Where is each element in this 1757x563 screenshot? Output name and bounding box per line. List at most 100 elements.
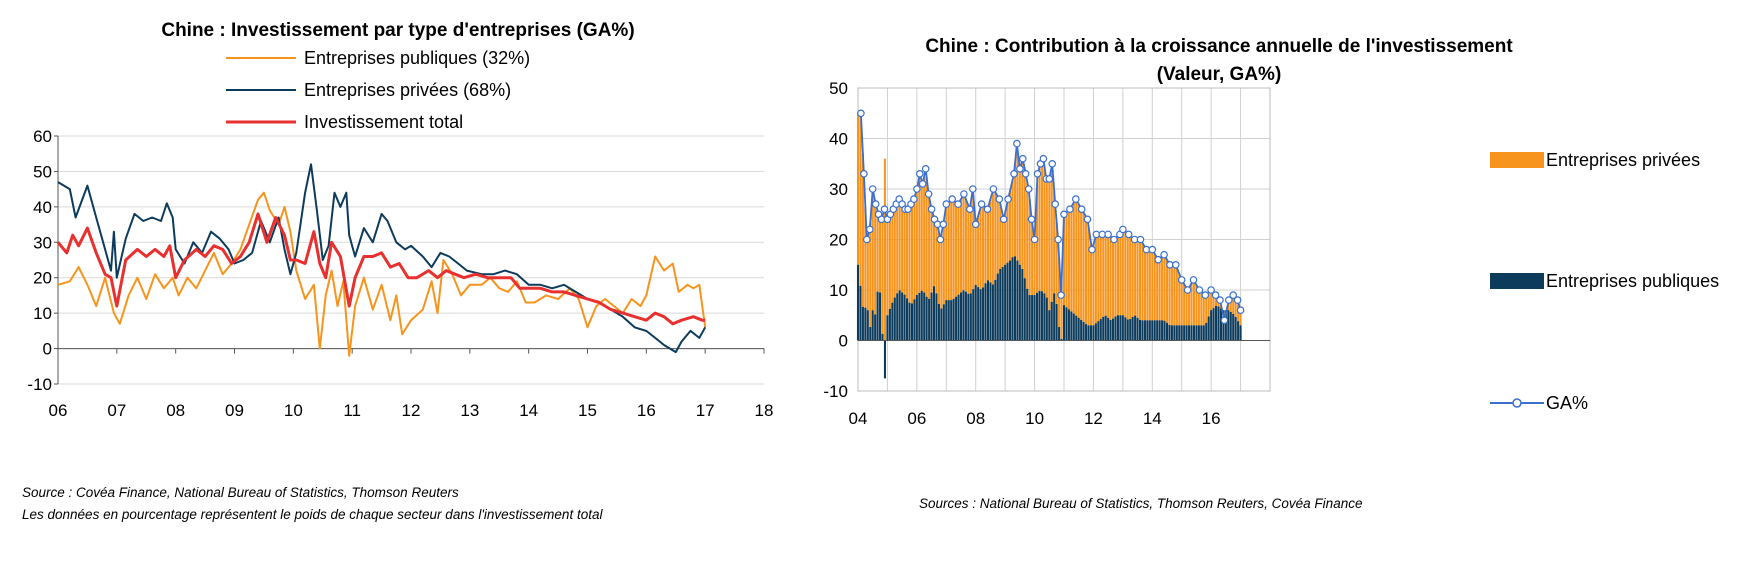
bar-publiques xyxy=(1033,295,1036,341)
bar-publiques xyxy=(1188,325,1191,341)
legend-label-ga: GA% xyxy=(1546,393,1588,413)
ga-point xyxy=(954,200,962,208)
bar-publiques xyxy=(1094,323,1097,341)
bar-privees xyxy=(994,192,997,280)
bar-publiques xyxy=(977,287,980,341)
bar-publiques xyxy=(1124,317,1127,341)
bar-publiques xyxy=(952,298,955,341)
bar-privees xyxy=(1067,210,1070,310)
left-x-tick-label: 16 xyxy=(637,401,656,420)
ga-point xyxy=(1060,210,1068,219)
bar-privees xyxy=(918,176,921,293)
bar-privees xyxy=(979,207,982,290)
ga-point xyxy=(977,200,986,208)
bar-privees xyxy=(1156,258,1159,321)
right-y-tick-label: 40 xyxy=(829,130,848,149)
bar-privees xyxy=(1136,239,1139,318)
bar-publiques xyxy=(962,290,965,341)
ga-point xyxy=(968,185,977,193)
ga-point xyxy=(1051,200,1060,208)
ga-point xyxy=(880,205,889,214)
bar-privees xyxy=(871,189,874,311)
right-y-tick-label: -10 xyxy=(823,382,848,401)
ga-point xyxy=(1104,230,1112,239)
bar-privees xyxy=(1215,295,1218,306)
bar-privees xyxy=(989,199,992,283)
bar-publiques xyxy=(1065,307,1068,341)
left-x-tick-label: 10 xyxy=(284,401,303,420)
bar-privees xyxy=(1060,281,1063,339)
bar-privees xyxy=(1188,287,1191,326)
bar-publiques xyxy=(1004,264,1007,341)
bar-privees xyxy=(1009,190,1012,261)
bar-privees xyxy=(969,202,972,294)
bar-privees xyxy=(999,203,1002,269)
ga-point xyxy=(1016,165,1024,173)
bar-privees xyxy=(1200,291,1203,326)
bar-publiques xyxy=(999,268,1002,341)
bar-privees xyxy=(967,205,970,294)
ga-point xyxy=(1013,139,1021,148)
bar-privees xyxy=(920,180,923,291)
bar-privees xyxy=(1178,273,1181,326)
bar-publiques xyxy=(1234,316,1237,341)
left-x-tick-label: 18 xyxy=(755,401,774,420)
ga-point xyxy=(936,235,945,244)
left-x-tick-label: 13 xyxy=(460,401,479,420)
bar-privees xyxy=(1092,244,1095,326)
bar-publiques xyxy=(1136,317,1139,341)
bar-privees xyxy=(1143,247,1146,321)
bar-publiques xyxy=(984,283,987,341)
ga-point xyxy=(886,210,895,219)
bar-publiques xyxy=(1102,316,1105,341)
bar-publiques xyxy=(1048,310,1051,341)
bar-publiques xyxy=(1062,305,1066,341)
left-y-tick-label: 40 xyxy=(33,198,52,217)
bar-privees xyxy=(925,177,928,297)
bar-publiques xyxy=(1158,320,1161,341)
bar-privees xyxy=(1158,258,1161,321)
bar-privees xyxy=(942,220,945,305)
bar-publiques xyxy=(859,285,862,341)
bar-publiques xyxy=(1001,266,1004,341)
bar-privees xyxy=(881,215,884,334)
ga-point xyxy=(1045,175,1054,183)
bar-publiques xyxy=(1114,316,1117,341)
bar-privees xyxy=(1038,167,1041,291)
bar-publiques xyxy=(1097,321,1100,341)
bar-publiques xyxy=(996,273,999,341)
left-x-tick-label: 11 xyxy=(343,401,361,420)
bar-publiques xyxy=(1109,319,1112,341)
source-left-line2: Les données en pourcentage représentent … xyxy=(22,507,603,522)
ga-point xyxy=(1177,276,1186,284)
bar-privees xyxy=(1011,180,1014,258)
ga-point xyxy=(965,205,974,214)
chart-right-gridlines xyxy=(857,87,1271,392)
bar-privees xyxy=(1004,212,1007,265)
bar-privees xyxy=(888,215,891,309)
bar-privees xyxy=(1141,242,1144,321)
bar-privees xyxy=(959,199,963,293)
bar-privees xyxy=(1134,239,1137,316)
ga-point xyxy=(1092,230,1101,239)
bar-privees xyxy=(1031,222,1034,296)
bar-publiques xyxy=(883,340,887,379)
bar-publiques xyxy=(1031,295,1034,341)
source-right: Sources : National Bureau of Statistics,… xyxy=(919,496,1362,511)
bar-publiques xyxy=(1112,318,1115,341)
bar-publiques xyxy=(1183,325,1186,341)
bar-publiques xyxy=(967,293,970,341)
ga-point xyxy=(1110,235,1118,244)
bar-privees xyxy=(1185,288,1188,326)
bar-privees xyxy=(1055,221,1058,304)
right-x-tick-label: 08 xyxy=(966,409,985,428)
bar-publiques xyxy=(1151,320,1154,341)
bar-privees xyxy=(1028,199,1031,296)
ga-point xyxy=(1039,154,1048,163)
bar-publiques xyxy=(1170,325,1173,341)
bar-privees xyxy=(1089,242,1093,326)
legend-label-publiques: Entreprises publiques (32%) xyxy=(304,48,530,68)
ga-point xyxy=(1225,296,1233,304)
ga-point xyxy=(948,195,957,203)
bar-publiques xyxy=(1148,320,1151,341)
